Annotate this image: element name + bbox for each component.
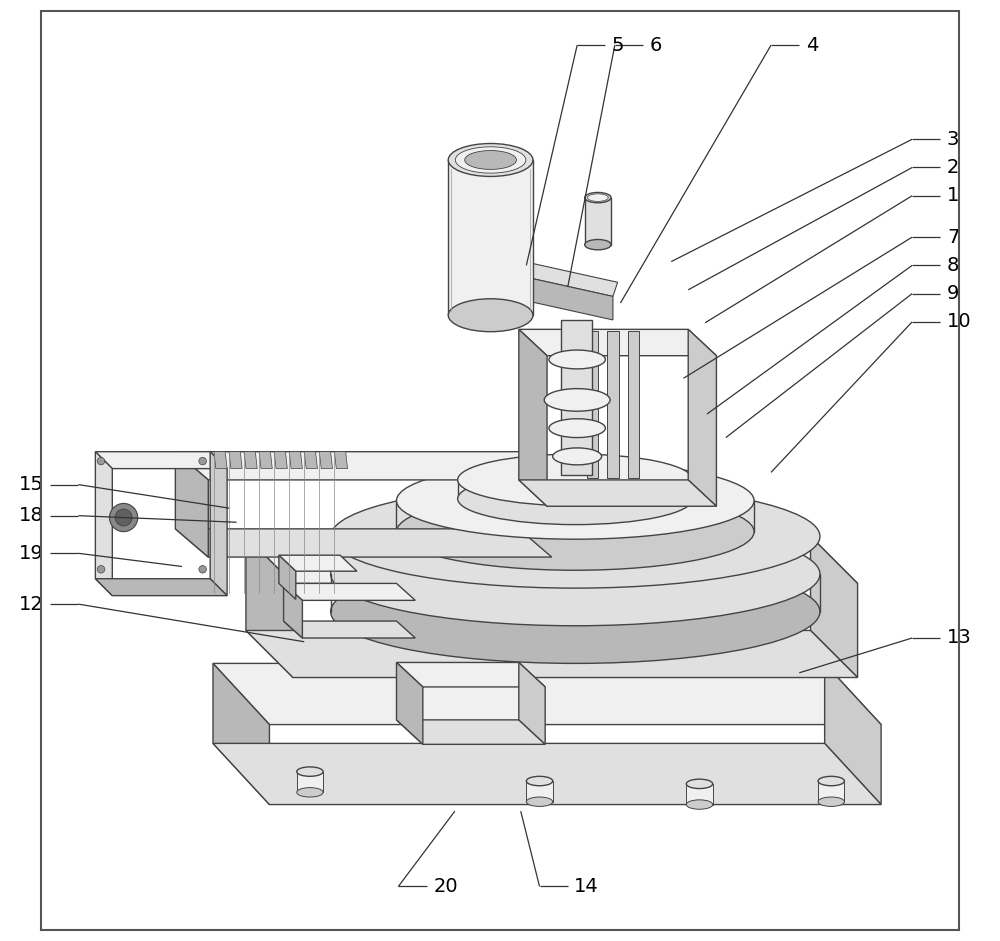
Polygon shape (214, 452, 227, 469)
Polygon shape (279, 555, 357, 571)
Polygon shape (246, 536, 858, 583)
Polygon shape (519, 329, 547, 506)
Text: 4: 4 (806, 36, 818, 55)
Polygon shape (229, 452, 242, 469)
Polygon shape (811, 536, 858, 678)
Polygon shape (244, 452, 257, 469)
Ellipse shape (585, 240, 611, 250)
Ellipse shape (297, 767, 323, 776)
Polygon shape (213, 663, 269, 805)
Ellipse shape (448, 144, 533, 177)
Text: 2: 2 (947, 158, 959, 177)
Text: 3: 3 (947, 130, 959, 149)
Ellipse shape (553, 448, 602, 465)
Polygon shape (464, 263, 613, 320)
Ellipse shape (588, 194, 608, 201)
Text: 8: 8 (947, 256, 959, 275)
Text: 10: 10 (947, 312, 972, 331)
Polygon shape (587, 331, 598, 478)
Polygon shape (396, 662, 545, 687)
Polygon shape (175, 452, 208, 557)
Polygon shape (289, 452, 302, 469)
Polygon shape (607, 331, 619, 478)
Ellipse shape (331, 560, 820, 663)
Ellipse shape (97, 457, 105, 465)
Text: 7: 7 (947, 228, 959, 247)
Polygon shape (825, 663, 881, 805)
Ellipse shape (549, 419, 605, 438)
Polygon shape (688, 329, 716, 506)
Polygon shape (284, 583, 415, 600)
Ellipse shape (297, 788, 323, 797)
Polygon shape (585, 198, 611, 245)
Text: 19: 19 (19, 544, 44, 563)
Text: 13: 13 (947, 629, 972, 647)
Polygon shape (95, 579, 227, 596)
Polygon shape (396, 720, 545, 744)
Ellipse shape (97, 566, 105, 573)
Ellipse shape (109, 503, 138, 532)
Ellipse shape (526, 797, 553, 806)
Ellipse shape (199, 457, 206, 465)
Polygon shape (519, 480, 716, 506)
Polygon shape (210, 452, 227, 596)
Polygon shape (396, 662, 423, 744)
Ellipse shape (331, 485, 820, 588)
Text: 18: 18 (19, 506, 44, 525)
Text: 15: 15 (19, 475, 44, 494)
Ellipse shape (465, 151, 516, 169)
Text: 20: 20 (433, 877, 458, 896)
Polygon shape (213, 663, 881, 725)
Polygon shape (297, 772, 323, 792)
Ellipse shape (458, 455, 693, 506)
Polygon shape (175, 452, 552, 480)
Polygon shape (526, 781, 553, 802)
Ellipse shape (396, 462, 754, 539)
Polygon shape (279, 555, 296, 599)
Text: 12: 12 (19, 595, 44, 614)
Polygon shape (561, 320, 592, 475)
Ellipse shape (544, 389, 610, 411)
Polygon shape (334, 452, 348, 469)
Ellipse shape (526, 776, 553, 786)
Polygon shape (284, 583, 302, 638)
Ellipse shape (448, 299, 533, 332)
Polygon shape (319, 452, 333, 469)
Polygon shape (448, 160, 533, 315)
Polygon shape (686, 784, 713, 805)
Ellipse shape (455, 147, 526, 173)
Polygon shape (213, 743, 881, 805)
Polygon shape (284, 621, 415, 638)
Text: 6: 6 (650, 36, 662, 55)
Polygon shape (274, 452, 287, 469)
Ellipse shape (686, 800, 713, 809)
Polygon shape (628, 331, 639, 478)
Polygon shape (246, 630, 858, 678)
Polygon shape (246, 536, 293, 678)
Polygon shape (519, 662, 545, 744)
Ellipse shape (818, 776, 844, 786)
Polygon shape (95, 452, 112, 596)
Polygon shape (95, 452, 227, 469)
Ellipse shape (331, 522, 820, 626)
Ellipse shape (549, 350, 605, 369)
Text: 5: 5 (612, 36, 624, 55)
Polygon shape (464, 249, 618, 296)
Ellipse shape (818, 797, 844, 806)
Ellipse shape (115, 509, 132, 526)
Text: 1: 1 (947, 186, 959, 205)
Polygon shape (259, 452, 272, 469)
Ellipse shape (585, 193, 611, 203)
Polygon shape (175, 529, 552, 557)
Polygon shape (519, 329, 716, 356)
Ellipse shape (686, 779, 713, 789)
Ellipse shape (396, 493, 754, 570)
Polygon shape (304, 452, 317, 469)
Polygon shape (818, 781, 844, 802)
Ellipse shape (199, 566, 206, 573)
Text: 9: 9 (947, 284, 959, 303)
Text: 14: 14 (574, 877, 599, 896)
Ellipse shape (458, 472, 693, 525)
